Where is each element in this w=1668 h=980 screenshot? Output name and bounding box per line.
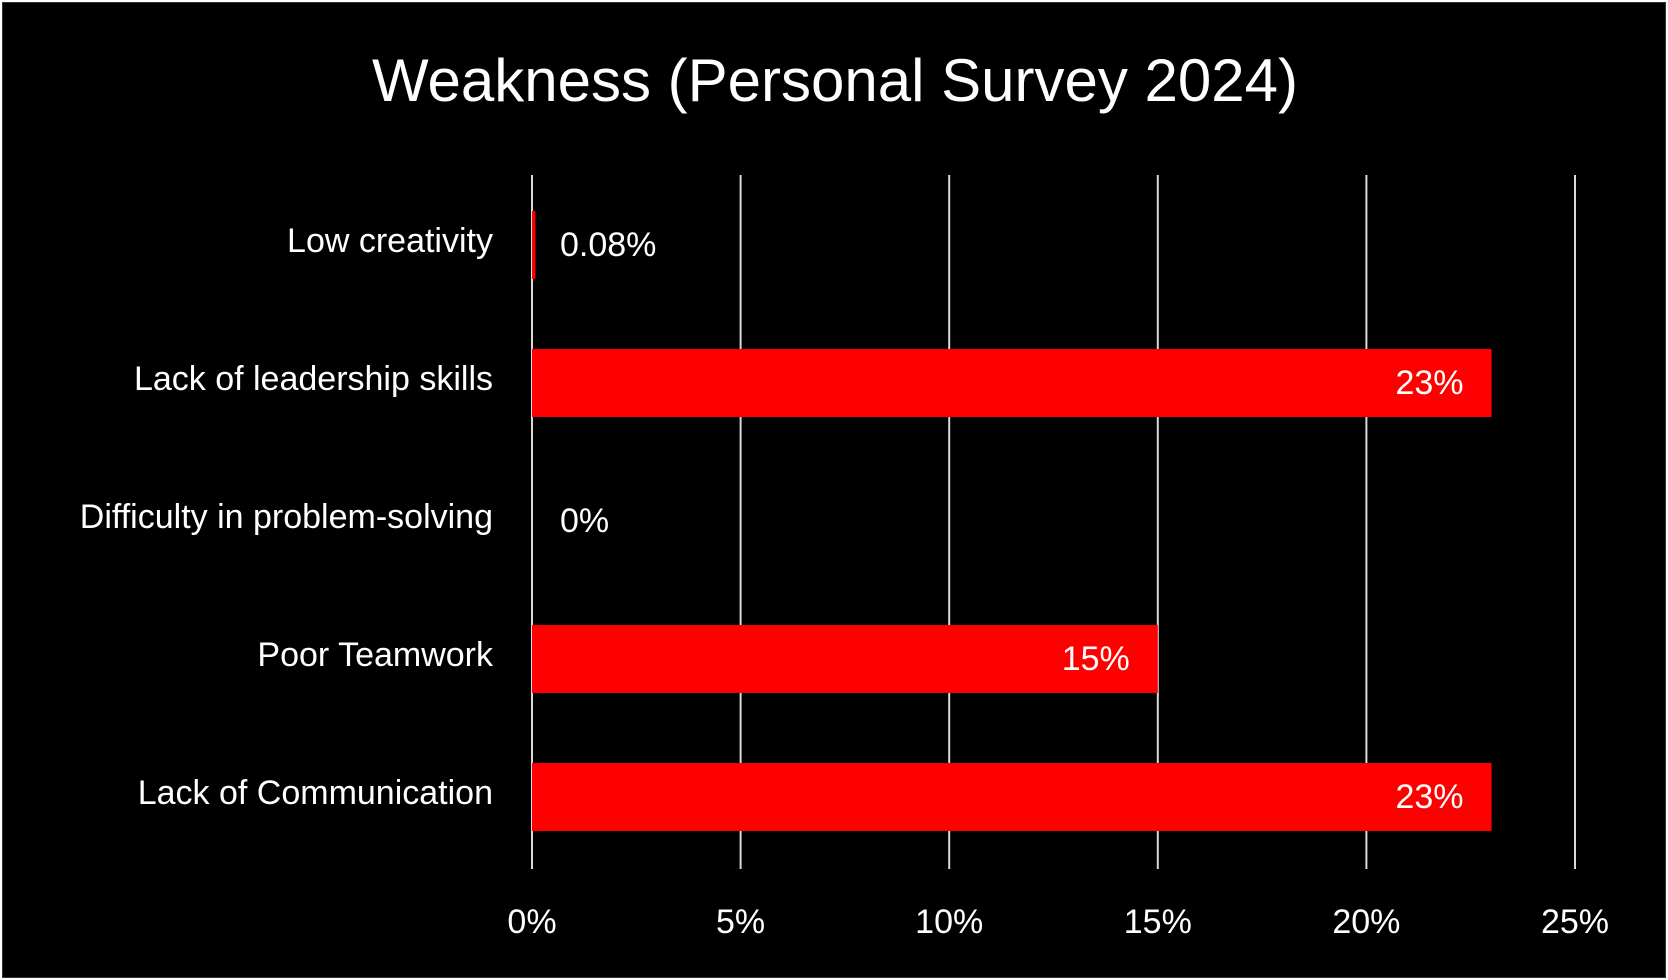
bar	[532, 349, 1492, 417]
category-labels: Low creativity Lack of leadership skills D…	[80, 222, 494, 812]
data-label: 23%	[1395, 778, 1463, 816]
bar	[532, 763, 1492, 831]
bars	[532, 211, 1492, 831]
data-label: 23%	[1395, 364, 1463, 402]
chart-title: Weakness (Personal Survey 2024)	[371, 47, 1298, 114]
data-label: 0%	[560, 502, 609, 540]
data-label: 15%	[1062, 640, 1130, 678]
bar-chart: 0.08% 23% 0% 15% 23% Low creativity Lack of l…	[80, 175, 1609, 941]
x-tick-label: 0%	[507, 903, 556, 941]
x-tick-label: 15%	[1124, 903, 1192, 941]
bar	[532, 625, 1158, 693]
category-label: Low creativity	[287, 222, 493, 260]
category-label: Poor Teamwork	[257, 636, 494, 674]
data-labels: 0.08% 23% 0% 15% 23%	[560, 226, 1464, 816]
category-label: Lack of leadership skills	[134, 360, 493, 398]
x-tick-label: 10%	[915, 903, 983, 941]
x-tick-labels: 0% 5% 10% 15% 20% 25%	[507, 903, 1609, 941]
data-label: 0.08%	[560, 226, 656, 264]
bar	[532, 211, 536, 279]
x-tick-label: 25%	[1541, 903, 1609, 941]
x-tick-label: 20%	[1332, 903, 1400, 941]
category-label: Lack of Communication	[138, 774, 493, 812]
x-tick-label: 5%	[716, 903, 765, 941]
gridlines	[531, 175, 1576, 869]
category-label: Difficulty in problem-solving	[80, 498, 493, 536]
